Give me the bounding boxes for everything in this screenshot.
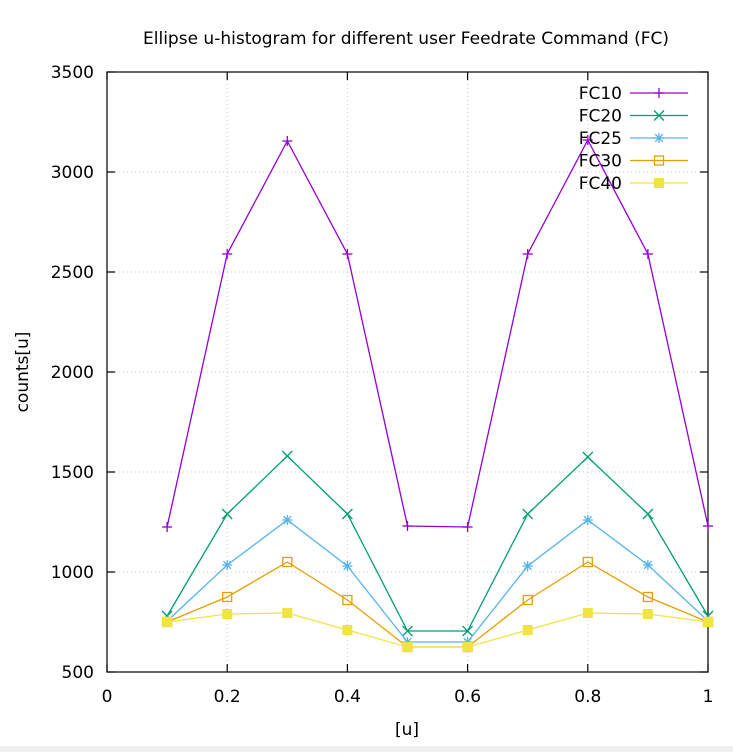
data-point: [522, 594, 533, 606]
series-fc30: [161, 556, 714, 653]
data-point: [642, 609, 653, 619]
data-point: [642, 249, 653, 259]
legend-entry: FC20: [579, 107, 688, 127]
data-point: [522, 249, 533, 259]
series-fc10: [162, 135, 713, 532]
legend-entry: FC40: [579, 174, 688, 194]
data-point: [221, 508, 233, 520]
y-tick-label: 1500: [51, 463, 94, 483]
series-fc25: [162, 515, 713, 647]
data-point: [703, 521, 713, 531]
x-tick-label: 0.4: [334, 687, 361, 707]
y-tick-label: 3000: [51, 163, 94, 183]
series-line: [166, 138, 709, 528]
x-tick-label: 1: [703, 687, 714, 707]
data-point: [582, 515, 593, 525]
data-point: [402, 642, 413, 652]
y-tick-label: 2000: [51, 363, 94, 383]
legend-marker: [653, 110, 665, 121]
data-point: [462, 642, 473, 652]
data-point: [162, 617, 173, 627]
legend-label: FC10: [579, 84, 622, 104]
data-point: [642, 560, 653, 570]
data-point: [582, 135, 593, 145]
data-point: [162, 522, 173, 532]
x-tick-label: 0.8: [574, 687, 601, 707]
legend-label: FC30: [579, 152, 622, 172]
data-point: [222, 560, 233, 570]
legend-marker: [653, 155, 665, 166]
series-fc40: [162, 608, 713, 652]
axis-ticks: [106, 71, 709, 673]
x-axis-title: [u]: [395, 720, 419, 740]
y-tick-label: 1000: [51, 563, 94, 583]
x-tick-label: 0.2: [214, 687, 241, 707]
data-point: [462, 522, 473, 532]
data-point: [582, 451, 594, 463]
data-point: [342, 594, 353, 606]
x-tick-label: 0.6: [454, 687, 481, 707]
data-point: [522, 625, 533, 635]
series-line: [167, 612, 709, 648]
legend-entry: FC25: [579, 129, 688, 149]
data-point: [282, 136, 293, 146]
data-point: [522, 508, 534, 520]
series-line: [166, 561, 709, 648]
data-point: [222, 609, 233, 619]
data-point: [341, 508, 353, 520]
data-point: [642, 508, 654, 520]
y-tick-label: 500: [62, 663, 94, 683]
legend-marker: [654, 88, 664, 98]
series-layer: [161, 135, 714, 653]
series-line: [166, 519, 709, 643]
chart-title: Ellipse u-histogram for different user F…: [143, 29, 669, 49]
y-tick-label: 3500: [51, 63, 94, 83]
y-tick-labels: 500 1000 1500 2000 2500 3000 3500: [51, 63, 94, 683]
y-axis-title: counts[u]: [13, 332, 33, 413]
data-point: [342, 625, 353, 635]
data-point: [522, 561, 533, 571]
x-tick-labels: 0 0.2 0.4 0.6 0.8 1: [102, 687, 714, 707]
data-point: [703, 617, 713, 627]
gridlines: [107, 72, 708, 672]
legend-label: FC20: [579, 107, 622, 127]
data-point: [582, 608, 593, 618]
legend-marker: [654, 133, 664, 143]
series-fc20: [161, 450, 714, 637]
data-point: [342, 249, 353, 259]
legend-entry: FC30: [579, 152, 688, 172]
data-point: [402, 521, 413, 531]
data-point: [282, 556, 293, 568]
legend-label: FC25: [579, 129, 622, 149]
legend-marker: [654, 178, 664, 188]
data-point: [222, 249, 233, 259]
x-tick-label: 0: [102, 687, 113, 707]
data-point: [642, 591, 654, 603]
y-tick-label: 2500: [51, 263, 94, 283]
data-point: [281, 450, 293, 462]
data-point: [282, 608, 293, 618]
legend-label: FC40: [579, 174, 622, 194]
data-point: [222, 591, 233, 603]
data-point: [462, 625, 474, 637]
series-line: [166, 455, 709, 632]
legend-entry: FC10: [579, 84, 688, 104]
data-point: [342, 561, 353, 571]
data-point: [282, 515, 293, 525]
data-point: [582, 556, 593, 568]
data-point: [402, 625, 413, 637]
bottom-strip: [0, 746, 733, 752]
